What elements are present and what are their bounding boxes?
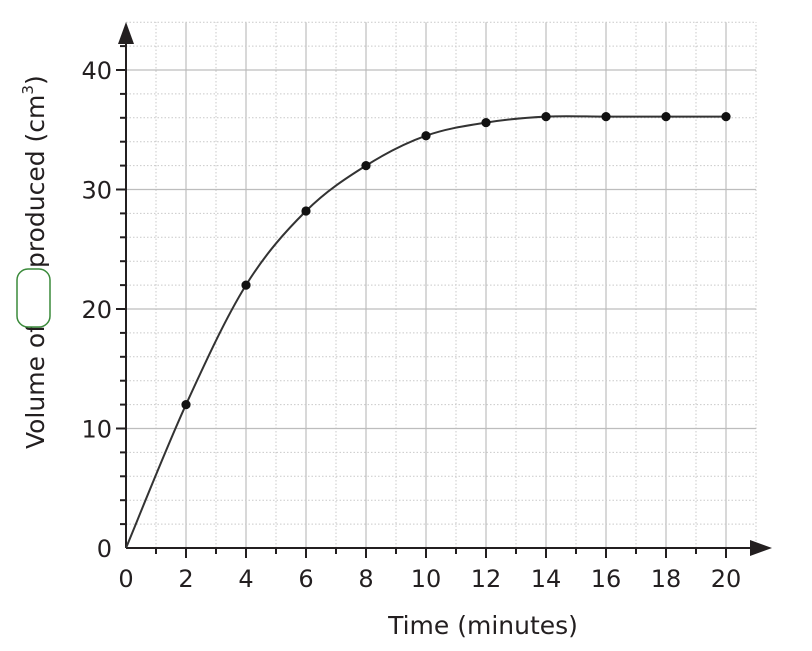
data-points	[181, 112, 731, 410]
axes	[118, 22, 772, 556]
y-axis-title-superscript: 3	[19, 85, 37, 95]
x-tick-label: 14	[531, 565, 562, 593]
axis-ticks	[116, 45, 727, 558]
y-axis-title-start: Volume of	[21, 323, 50, 449]
y-axis-title-close: )	[21, 75, 50, 85]
data-point	[421, 131, 431, 141]
data-point	[481, 117, 491, 128]
y-tick-label: 10	[81, 416, 112, 444]
data-point	[241, 280, 251, 290]
x-axis-title: Time (minutes)	[387, 611, 578, 640]
blank-answer-box[interactable]	[16, 268, 51, 328]
data-point	[181, 400, 191, 410]
y-tick-label: 20	[81, 296, 112, 324]
data-point	[301, 206, 311, 216]
y-axis-title-unit: produced (cm	[21, 95, 50, 268]
x-tick-label: 0	[118, 565, 133, 593]
y-axis-title-end: produced (cm3)	[19, 75, 50, 268]
x-tick-label: 12	[471, 565, 502, 593]
data-point	[361, 161, 371, 171]
x-tick-label: 18	[651, 565, 682, 593]
data-point	[661, 112, 671, 122]
data-point	[721, 112, 731, 122]
y-tick-label: 40	[81, 57, 112, 85]
x-tick-label: 10	[411, 565, 442, 593]
y-axis-arrowhead	[118, 22, 134, 44]
x-tick-label: 2	[178, 565, 193, 593]
x-tick-label: 4	[238, 565, 253, 593]
x-tick-label: 8	[358, 565, 373, 593]
x-axis-arrowhead	[750, 540, 772, 556]
x-tick-label: 20	[711, 565, 742, 593]
grid	[126, 21, 757, 548]
data-point	[541, 112, 551, 122]
y-tick-label: 30	[81, 177, 112, 205]
x-tick-label: 6	[298, 565, 313, 593]
tick-labels: 0 2 4 6 8 10 12 14 16 18 20 0 10 20 30 40	[81, 57, 741, 593]
y-axis-title: Volume of produced (cm3)	[16, 75, 51, 449]
x-tick-label: 16	[591, 565, 622, 593]
y-tick-label: 0	[97, 535, 112, 563]
data-point	[601, 112, 611, 122]
